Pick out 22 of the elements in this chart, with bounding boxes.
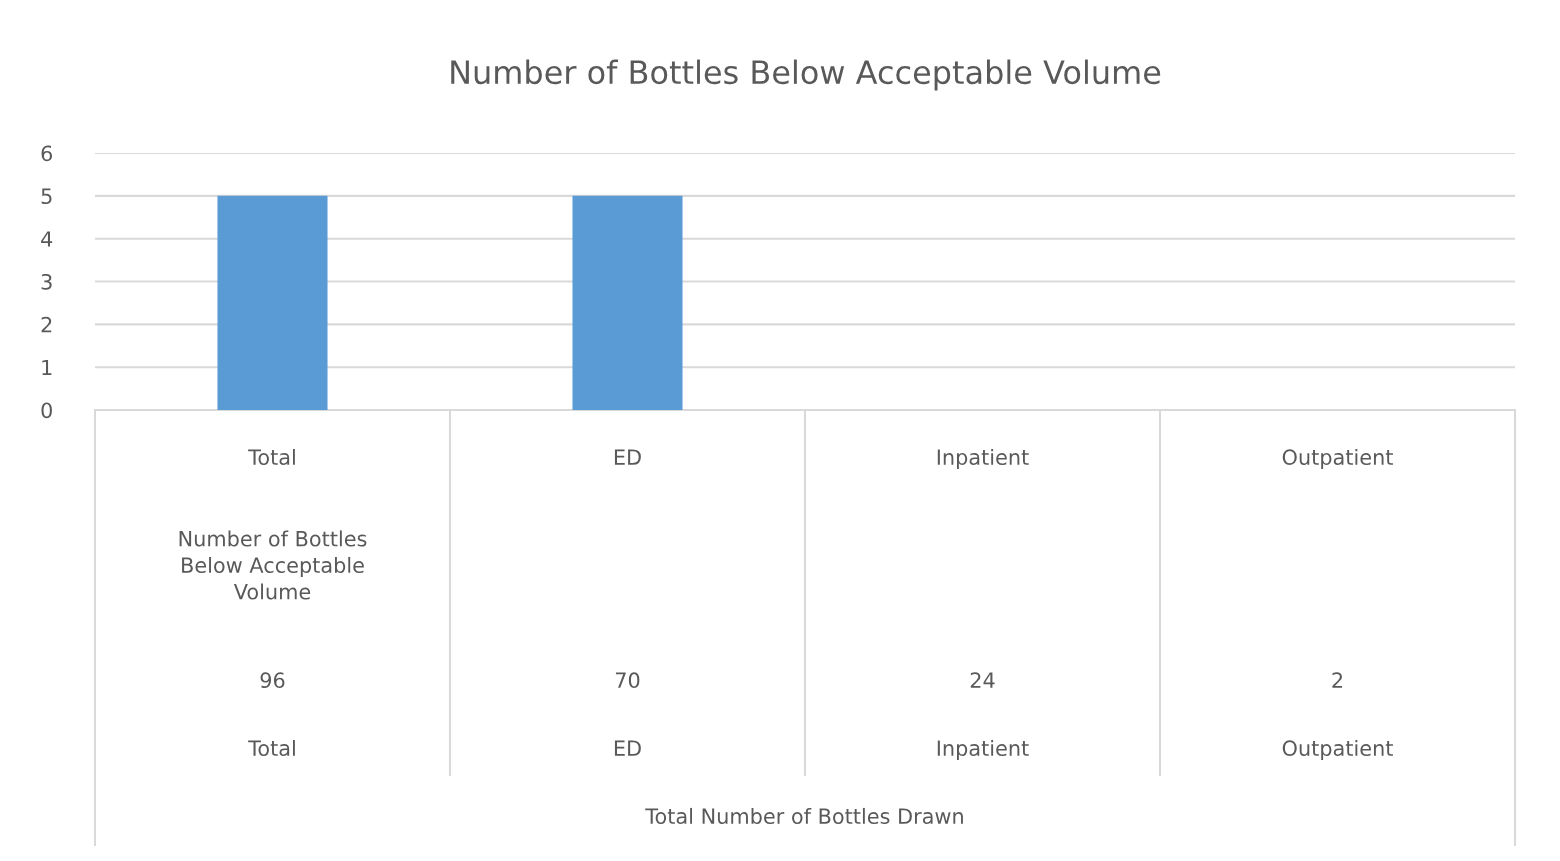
x-tick-label: Inpatient	[937, 448, 1029, 470]
text: 2	[1332, 672, 1343, 688]
x-tick-label: ED	[614, 449, 641, 465]
text: Total	[248, 739, 295, 757]
y-tick-label: 6	[41, 145, 53, 162]
text: ED	[614, 740, 641, 756]
text: 96	[260, 672, 285, 689]
y-tick-label: 5	[41, 188, 52, 205]
y-tick-label: 4	[41, 231, 53, 247]
y-tick-label: 0	[41, 402, 52, 419]
text: Inpatient	[937, 739, 1029, 761]
text: 24	[970, 672, 995, 688]
y-tick-label: 1	[42, 359, 52, 376]
y-tick-label: 2	[41, 316, 52, 333]
x-tick-label: Total	[248, 448, 295, 466]
chart-title: Number of Bottles Below Acceptable Volume	[451, 59, 1161, 91]
y-tick-label: 3	[41, 273, 52, 290]
text: 70	[615, 672, 640, 689]
x-tick-label: Outpatient	[1282, 448, 1393, 470]
text: Outpatient	[1282, 739, 1393, 761]
text: Total Number of Bottles Drawn	[645, 807, 963, 825]
text: Number of Bottles Below Acceptable Volume	[179, 530, 367, 600]
